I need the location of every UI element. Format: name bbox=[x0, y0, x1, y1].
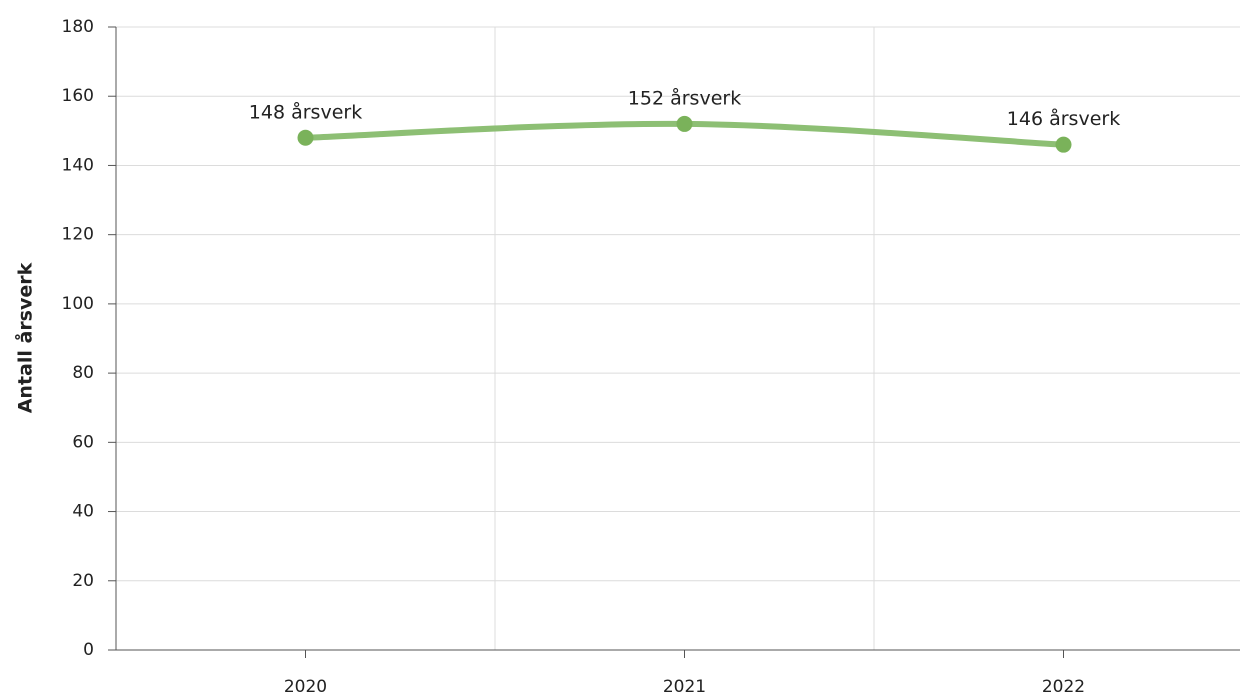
y-tick-label: 60 bbox=[72, 432, 94, 452]
marker bbox=[297, 129, 314, 146]
marker bbox=[676, 115, 693, 132]
y-axis-title: Antall årsverk bbox=[13, 262, 37, 413]
data-label: 148 årsverk bbox=[249, 100, 362, 123]
x-tick-label: 2021 bbox=[663, 677, 706, 697]
y-tick-label: 100 bbox=[62, 294, 94, 314]
x-tick-label: 2020 bbox=[284, 677, 327, 697]
data-label: 146 årsverk bbox=[1007, 107, 1120, 130]
y-tick-label: 140 bbox=[62, 155, 94, 175]
y-tick-label: 20 bbox=[72, 571, 94, 591]
y-tick-label: 180 bbox=[62, 17, 94, 37]
y-tick-label: 120 bbox=[62, 225, 94, 245]
x-tick-label: 2022 bbox=[1042, 677, 1085, 697]
data-label: 152 årsverk bbox=[628, 86, 741, 109]
y-tick-label: 0 bbox=[83, 640, 94, 660]
y-tick-label: 80 bbox=[72, 363, 94, 383]
y-tick-label: 40 bbox=[72, 502, 94, 522]
marker bbox=[1055, 136, 1072, 153]
y-tick-label: 160 bbox=[62, 86, 94, 106]
